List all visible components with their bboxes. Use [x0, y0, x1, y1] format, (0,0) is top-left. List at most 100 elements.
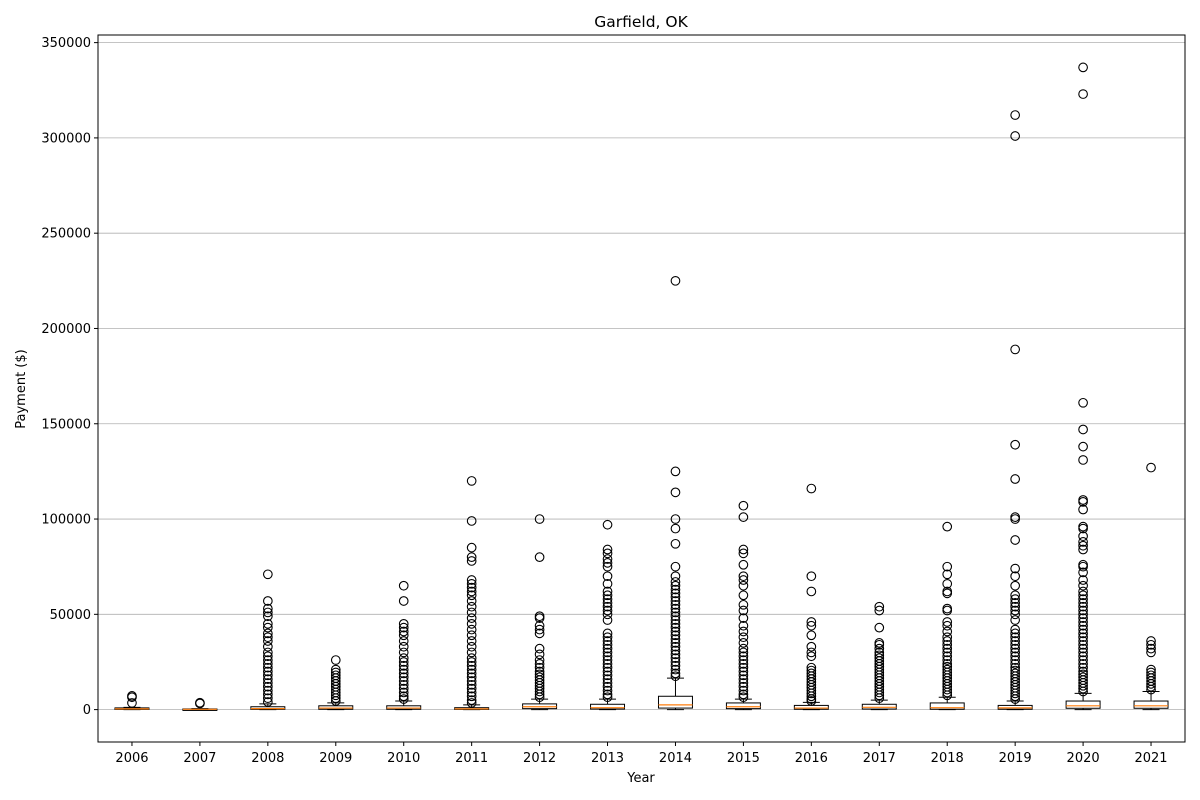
outlier-point: [670, 626, 681, 637]
outlier-point: [942, 647, 953, 658]
outlier-point: [262, 674, 273, 684]
outlier-point: [738, 512, 749, 522]
outlier-point: [670, 275, 681, 286]
outlier-point: [1078, 669, 1088, 680]
outlier-point: [466, 679, 477, 690]
y-tick-label: 0: [83, 703, 91, 718]
outlier-point: [466, 672, 477, 683]
outlier-point: [942, 664, 953, 675]
outlier-point: [738, 655, 749, 665]
outlier-point: [806, 662, 817, 673]
outlier-point: [942, 639, 953, 650]
outlier-point: [1146, 639, 1156, 650]
outlier-point: [466, 601, 477, 612]
outlier-point: [806, 617, 817, 627]
outlier-point: [670, 538, 681, 549]
outlier-point: [738, 559, 749, 570]
outlier-point: [670, 514, 681, 524]
outlier-point: [262, 693, 273, 704]
outlier-point: [398, 653, 409, 664]
outlier-point: [738, 685, 749, 696]
outlier-point: [466, 647, 477, 658]
outlier-point: [942, 651, 953, 662]
outlier-point: [1010, 655, 1021, 665]
outlier-point: [466, 676, 477, 686]
outlier-point: [1078, 594, 1088, 604]
outlier-point: [1078, 580, 1088, 591]
outlier-point: [670, 660, 681, 671]
outlier-point: [738, 548, 749, 559]
outlier-point: [738, 662, 749, 673]
outlier-point: [195, 697, 205, 708]
outlier-point: [670, 584, 681, 595]
outlier-point: [602, 647, 613, 658]
outlier-point: [806, 641, 817, 652]
outlier-point: [398, 596, 409, 606]
outlier-point: [670, 523, 681, 534]
outlier-point: [466, 698, 477, 708]
outlier-point: [1010, 668, 1021, 679]
outlier-point: [398, 630, 409, 641]
outlier-point: [670, 561, 681, 572]
outlier-point: [127, 691, 137, 701]
outlier-point: [1010, 598, 1021, 608]
outlier-point: [262, 636, 273, 646]
outlier-point: [466, 641, 477, 652]
outlier-point: [738, 599, 749, 610]
outlier-point: [466, 653, 477, 664]
outlier-point: [1078, 662, 1088, 673]
outlier-point: [942, 561, 953, 572]
outlier-point: [602, 632, 613, 643]
outlier-point: [602, 554, 613, 564]
outlier-point: [670, 571, 681, 582]
outlier-point: [738, 620, 749, 631]
outlier-point: [602, 594, 613, 604]
outlier-point: [398, 676, 409, 686]
outlier-point: [942, 586, 953, 597]
outlier-point: [874, 638, 885, 648]
y-tick-label: 100000: [41, 513, 91, 528]
outlier-point: [874, 647, 885, 658]
outlier-point: [942, 569, 953, 580]
outlier-point: [602, 571, 613, 582]
outlier-point: [466, 586, 477, 597]
y-gridlines: [98, 42, 1185, 711]
outlier-point: [1078, 540, 1088, 551]
outlier-point: [1010, 628, 1021, 639]
outlier-point: [262, 655, 273, 665]
box-iqr: [657, 695, 693, 709]
outlier-point: [874, 605, 885, 616]
outlier-point: [1010, 665, 1021, 676]
outlier-point: [330, 667, 341, 678]
outlier-point: [330, 670, 341, 681]
outlier-point: [1010, 647, 1021, 658]
outlier-point: [1010, 601, 1021, 612]
outlier-point: [398, 691, 409, 702]
x-tick-label: 2011: [455, 751, 488, 766]
box-plot-2014: [657, 275, 693, 711]
outlier-point: [670, 592, 681, 603]
y-tick-label: 200000: [41, 322, 91, 337]
outlier-point: [534, 628, 545, 639]
outlier-point: [602, 639, 613, 650]
outlier-point: [602, 659, 613, 669]
box-iqr: [929, 702, 965, 710]
box-plot-2012: [522, 514, 558, 711]
outlier-point: [670, 641, 681, 652]
outlier-point: [738, 590, 749, 601]
outlier-point: [602, 689, 613, 700]
plot-area-frame: [97, 34, 1186, 743]
outlier-point: [262, 647, 273, 658]
outlier-point: [1078, 455, 1088, 465]
outlier-point: [602, 605, 613, 616]
outlier-point: [738, 500, 749, 511]
outlier-point: [602, 601, 613, 612]
outlier-point: [602, 578, 613, 589]
outlier-point: [262, 618, 273, 629]
x-tick-label: 2007: [183, 751, 216, 766]
outlier-point: [738, 689, 749, 700]
outlier-point: [942, 578, 953, 589]
box-plot-2021: [1133, 462, 1169, 711]
outlier-point: [466, 691, 477, 702]
outlier-point: [738, 626, 749, 637]
